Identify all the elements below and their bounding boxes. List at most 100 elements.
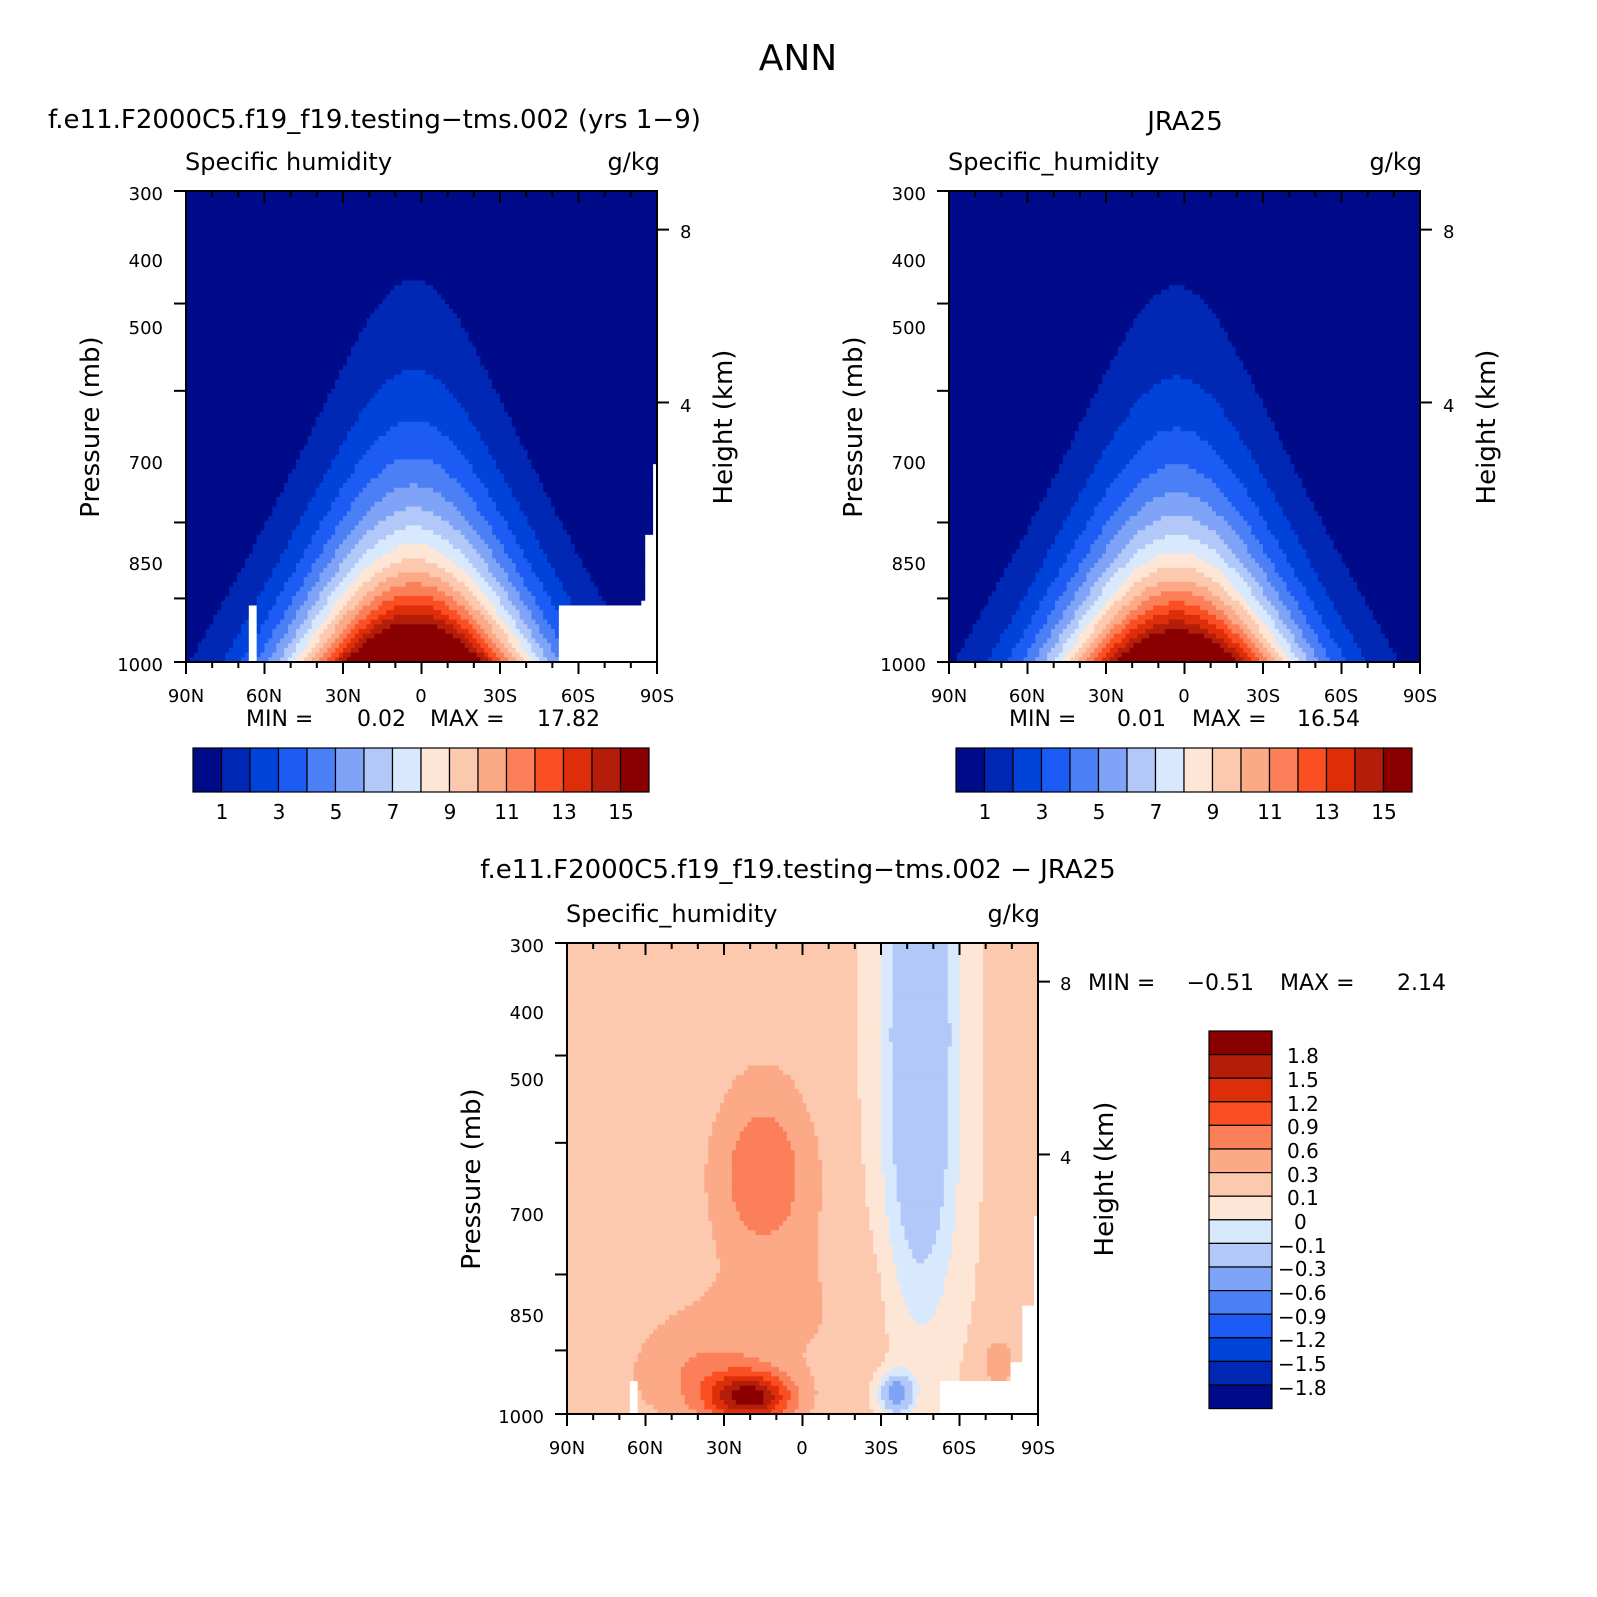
- contour-cell: [943, 1187, 957, 1194]
- contour-cell: [284, 483, 321, 489]
- contour-cell: [881, 1056, 894, 1062]
- contour-cell: [515, 586, 529, 592]
- contour-cell: [567, 985, 859, 991]
- contour-cell: [1121, 605, 1138, 611]
- contour-cell: [1223, 600, 1241, 607]
- contour-cell: [578, 553, 646, 559]
- contour-cell: [1034, 1296, 1039, 1302]
- contour-cell: [256, 657, 270, 663]
- contour-cell: [382, 600, 446, 607]
- contour-cell: [1094, 600, 1107, 607]
- contour-cell: [704, 1183, 733, 1189]
- contour-cell: [818, 1324, 886, 1330]
- contour-cell: [374, 586, 391, 592]
- contour-cell: [1298, 657, 1307, 663]
- contour-cell: [900, 1399, 913, 1406]
- contour-cell: [857, 947, 882, 954]
- contour-cell: [949, 355, 1115, 362]
- contour-cell: [877, 1390, 882, 1396]
- contour-cell: [1259, 638, 1268, 644]
- contour-cell: [1278, 501, 1315, 508]
- contour-cell: [881, 1074, 894, 1081]
- contour-cell: [456, 577, 474, 583]
- contour-cell: [1160, 591, 1193, 597]
- contour-cell: [1263, 591, 1280, 597]
- contour-cell: [452, 501, 478, 508]
- contour-cell: [731, 1169, 796, 1175]
- contour-cell: [645, 1399, 686, 1406]
- contour-cell: [1251, 379, 1421, 385]
- contour-cell: [857, 1056, 882, 1062]
- contour-cell: [1329, 629, 1350, 635]
- contour-cell: [378, 388, 450, 395]
- contour-cell: [881, 1121, 894, 1128]
- colorbar-label: 0.3: [1287, 1163, 1319, 1187]
- contour-cell: [949, 223, 1421, 230]
- contour-cell: [186, 445, 305, 451]
- contour-cell: [284, 652, 293, 658]
- contour-cell: [299, 652, 309, 658]
- contour-cell: [339, 657, 348, 663]
- contour-cell: [186, 421, 317, 428]
- contour-cell: [637, 1381, 682, 1387]
- contour-cell: [590, 577, 646, 583]
- contour-cell: [1314, 506, 1421, 512]
- contour-cell: [951, 1041, 961, 1048]
- contour-cell: [1106, 581, 1123, 588]
- contour-cell: [1219, 318, 1421, 324]
- contour-cell: [988, 596, 1025, 602]
- contour-cell: [350, 652, 478, 658]
- contour-cell: [519, 629, 532, 635]
- contour-cell: [731, 1164, 796, 1170]
- contour-cell: [476, 548, 493, 555]
- contour-cell: [295, 567, 313, 574]
- contour-cell: [1243, 360, 1421, 366]
- contour-cell: [567, 1253, 717, 1260]
- contour-cell: [645, 577, 658, 583]
- contour-cell: [1022, 1315, 1039, 1321]
- contour-cell: [1388, 643, 1421, 649]
- contour-cell: [1034, 1300, 1039, 1307]
- contour-cell: [955, 1216, 980, 1222]
- contour-cell: [307, 629, 317, 635]
- contour-cell: [983, 1197, 1039, 1203]
- contour-cell: [1396, 652, 1421, 658]
- contour-cell: [598, 586, 646, 592]
- contour-cell: [1298, 624, 1311, 630]
- contour-cell: [916, 1258, 925, 1264]
- contour-cell: [394, 285, 434, 291]
- contour-cell: [1058, 638, 1068, 644]
- contour-cell: [346, 586, 360, 592]
- contour-cell: [1137, 633, 1150, 640]
- contour-cell: [488, 657, 493, 663]
- contour-cell: [390, 426, 438, 432]
- contour-cell: [378, 435, 450, 442]
- contour-cell: [1325, 624, 1347, 630]
- contour-cell: [892, 1126, 949, 1132]
- contour-cell: [955, 1206, 980, 1213]
- contour-cell: [1227, 464, 1260, 470]
- contour-cell: [519, 610, 532, 616]
- contour-cell: [818, 1225, 870, 1231]
- contour-cell: [1255, 652, 1264, 658]
- contour-cell: [814, 1381, 870, 1387]
- contour-cell: [1255, 643, 1264, 649]
- contour-cell: [1286, 515, 1323, 522]
- contour-cell: [881, 1395, 890, 1401]
- contour-cell: [1070, 440, 1111, 446]
- contour-cell: [1274, 633, 1284, 640]
- contour-cell: [939, 1385, 1039, 1392]
- min-label: MIN =: [246, 707, 313, 732]
- contour-cell: [881, 1140, 894, 1147]
- contour-cell: [959, 1136, 984, 1142]
- contour-cell: [869, 1390, 878, 1396]
- contour-cell: [975, 1296, 1035, 1302]
- contour-cell: [641, 1343, 808, 1349]
- contour-cell: [433, 605, 450, 611]
- contour-cell: [955, 1211, 980, 1217]
- contour-cell: [924, 1258, 949, 1264]
- contour-cell: [949, 492, 1048, 498]
- contour-cell: [727, 1366, 753, 1373]
- contour-cell: [881, 1145, 894, 1151]
